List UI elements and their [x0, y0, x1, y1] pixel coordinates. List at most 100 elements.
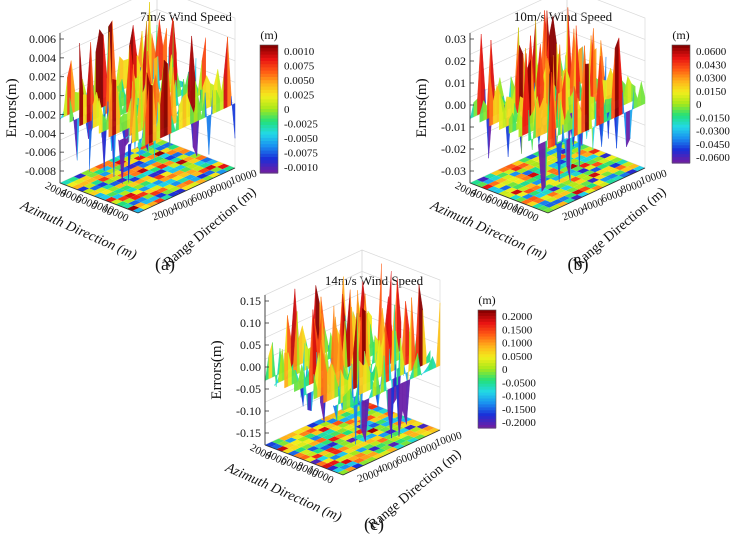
floor-tile	[506, 181, 519, 188]
colorbar-segment	[478, 333, 496, 338]
colorbar-segment	[478, 416, 496, 420]
floor-tile	[326, 441, 339, 448]
floor-tile	[363, 438, 377, 444]
colorbar-segment	[260, 125, 278, 129]
y-tick-label: 6000	[190, 187, 215, 205]
colorbar-segment	[478, 342, 496, 346]
colorbar-segment	[260, 160, 278, 164]
floor-tile	[179, 166, 192, 173]
floor-tile	[370, 411, 383, 418]
y-tick-label: 10000	[434, 429, 464, 449]
floor-tile	[155, 187, 169, 193]
colorbar-segment	[478, 336, 496, 341]
colorbar-segment	[672, 115, 690, 120]
floor-tile	[90, 179, 104, 186]
floor-tile	[408, 432, 421, 438]
z-tick-label: 0.15	[240, 294, 261, 308]
floor-tile	[128, 176, 141, 182]
floor-tile	[574, 155, 587, 161]
z-tick-label: 0.002	[29, 70, 56, 84]
floor-tile	[154, 169, 167, 175]
surface-facet	[308, 309, 314, 386]
y-tick-label: 2000	[151, 205, 176, 223]
floor-tile	[497, 166, 511, 173]
floor-tile	[302, 438, 315, 444]
floor-tile	[356, 441, 370, 448]
floor-tile	[539, 194, 553, 201]
floor-tile	[525, 177, 539, 183]
floor-tile	[561, 179, 575, 186]
colorbar-tick-label: 0.0430	[696, 59, 727, 71]
floor-tile	[330, 425, 343, 432]
floor-tile	[427, 427, 440, 434]
floor-tile	[187, 181, 201, 188]
floor-tile	[399, 440, 413, 447]
floor-tile	[194, 178, 208, 185]
floor-tile	[574, 178, 587, 185]
floor-tile	[166, 168, 180, 174]
floor-tile	[144, 159, 158, 165]
floor-tile	[596, 163, 609, 170]
floor-tile	[308, 440, 321, 447]
floor-tile	[482, 178, 495, 185]
colorbar-tick-label: 0	[284, 104, 290, 116]
surface-facet	[123, 113, 128, 131]
floor-tile	[560, 185, 573, 191]
colorbar-segment	[478, 395, 496, 400]
floor-tile	[89, 185, 102, 191]
colorbar-tick-label: 0.0300	[696, 73, 727, 85]
floor-tile	[351, 463, 364, 469]
z-tick-label: -0.002	[25, 107, 56, 121]
colorbar-segment	[672, 68, 690, 73]
floor-tile	[136, 191, 149, 197]
floor-tile	[333, 438, 346, 444]
colorbar-segment	[260, 80, 278, 84]
colorbar-segment	[672, 77, 690, 81]
floor-tile	[521, 193, 534, 200]
floor-tile	[315, 437, 328, 443]
floor-tile	[312, 424, 325, 430]
floor-tile	[310, 430, 324, 436]
range-axis-line	[547, 167, 646, 214]
floor-tile	[278, 435, 292, 441]
error-surface	[264, 263, 441, 445]
surface-facet	[206, 75, 211, 109]
floor-tile	[518, 180, 532, 187]
floor-tile	[570, 194, 583, 201]
surface-facet	[477, 33, 482, 116]
floor-tile	[151, 156, 165, 162]
colorbar-segment	[672, 121, 690, 126]
floor-tile	[489, 175, 502, 181]
z-tick-label: -0.10	[236, 404, 261, 418]
panel-label: (b)	[568, 254, 589, 275]
floor-tile	[546, 168, 559, 174]
floor-tile	[378, 426, 392, 433]
colorbar-frame	[671, 44, 691, 164]
floor-tile	[585, 183, 598, 189]
floor-tile	[161, 189, 174, 195]
floor-tile	[584, 188, 597, 194]
floor-tile	[320, 439, 334, 445]
floor-tile	[160, 171, 173, 177]
axes	[264, 295, 441, 476]
floor-tile	[599, 176, 612, 182]
floor-tile	[152, 150, 166, 157]
floor-tile	[535, 187, 548, 193]
floor-tile	[600, 171, 614, 177]
floor-tile	[340, 458, 353, 465]
floor-tile	[522, 164, 536, 171]
floor-tile	[329, 454, 342, 460]
floor-tile	[141, 170, 155, 176]
floor-tile	[578, 162, 591, 168]
floor-tile	[571, 189, 584, 195]
floor-tile	[369, 417, 382, 423]
surface-facet	[182, 93, 187, 129]
floor-tile	[201, 175, 215, 181]
error-surface	[469, 7, 646, 192]
floor-tile	[305, 427, 318, 434]
colorbar-segment	[478, 380, 496, 385]
z-tick-label: -0.02	[441, 142, 466, 156]
z-tick-label: 0.00	[445, 98, 466, 112]
colorbar-segment	[672, 83, 690, 87]
floor-tile	[601, 165, 615, 172]
